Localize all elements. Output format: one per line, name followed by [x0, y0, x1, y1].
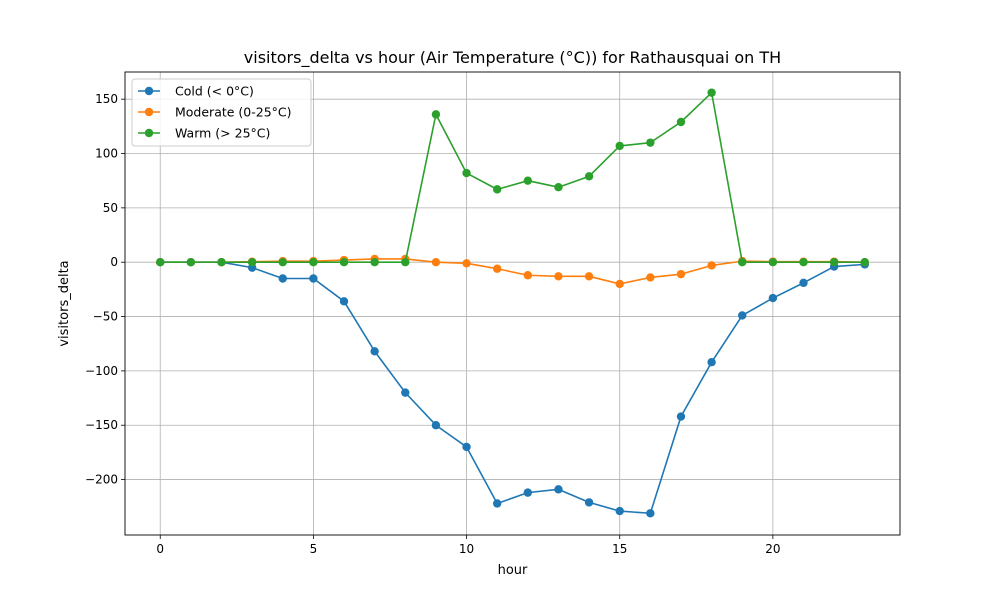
y-tick-label: −50: [93, 310, 118, 324]
data-point: [615, 141, 624, 151]
chart-title: visitors_delta vs hour (Air Temperature …: [244, 48, 781, 68]
data-point: [676, 269, 686, 279]
legend-label: Warm (> 25°C): [175, 126, 270, 141]
x-axis-label: hour: [498, 563, 528, 578]
data-point: [431, 421, 441, 430]
legend-label: Moderate (0-25°C): [175, 105, 292, 120]
data-series: [156, 88, 869, 518]
data-point: [431, 257, 441, 267]
series-line: [160, 91, 865, 263]
data-point: [799, 257, 808, 267]
data-point: [339, 257, 349, 267]
data-point: [554, 272, 563, 281]
series-2: [156, 88, 869, 267]
x-tick-label: 20: [765, 542, 780, 556]
data-point: [339, 297, 349, 306]
data-point: [247, 257, 257, 267]
data-point: [278, 274, 287, 283]
data-point: [829, 257, 839, 267]
y-tick-label: 0: [110, 255, 118, 269]
data-point: [554, 485, 563, 494]
legend-marker: [144, 107, 154, 117]
plot-area-frame: [124, 71, 901, 536]
data-point: [768, 257, 778, 267]
data-point: [615, 506, 624, 516]
x-tick-label: 15: [612, 542, 627, 556]
data-point: [217, 257, 226, 267]
legend-marker: [144, 86, 154, 96]
data-point: [676, 412, 686, 421]
data-point: [278, 257, 287, 267]
x-tick-label: 5: [310, 542, 318, 556]
y-tick-label: −200: [85, 473, 118, 487]
data-point: [309, 274, 318, 283]
legend: Cold (< 0°C) Moderate (0-25°C) Warm (> 25°…: [131, 78, 312, 147]
data-point: [462, 168, 471, 178]
data-point: [799, 278, 808, 288]
data-point: [584, 172, 594, 181]
data-point: [523, 271, 533, 280]
data-point: [492, 185, 502, 194]
x-tick-label: 10: [459, 542, 474, 556]
data-point: [401, 388, 410, 397]
data-point: [462, 442, 471, 452]
data-point: [186, 257, 196, 267]
y-tick-label: 100: [95, 147, 118, 161]
data-point: [646, 509, 655, 518]
y-tick-label: 150: [95, 92, 118, 106]
data-point: [401, 257, 410, 267]
data-point: [584, 272, 594, 281]
data-point: [707, 357, 716, 367]
data-point: [523, 488, 533, 497]
legend-box: [131, 78, 312, 147]
y-tick-label: 50: [103, 201, 118, 215]
data-point: [646, 273, 655, 282]
data-point: [738, 257, 747, 267]
data-point: [646, 138, 655, 147]
y-tick-label: −150: [85, 418, 118, 432]
data-point: [370, 257, 379, 267]
data-point: [615, 279, 624, 289]
data-point: [768, 293, 778, 303]
data-point: [738, 311, 747, 320]
data-point: [309, 257, 318, 267]
data-point: [707, 88, 716, 97]
legend-label: Cold (< 0°C): [175, 84, 254, 99]
data-point: [156, 257, 165, 267]
legend-marker: [144, 128, 154, 138]
data-point: [462, 259, 471, 268]
data-point: [492, 499, 502, 508]
y-axis-label: visitors_delta: [57, 260, 72, 346]
series-line: [160, 261, 865, 515]
series-line: [160, 258, 865, 285]
data-point: [676, 117, 686, 127]
data-point: [554, 183, 563, 192]
data-point: [523, 176, 533, 185]
data-point: [370, 347, 379, 356]
y-tick-label: −100: [85, 364, 118, 378]
axis-ticks: 0 5 10 15 20 −200 −150 −100 −50 0 50 100 150: [85, 92, 780, 556]
data-point: [492, 264, 502, 273]
data-point: [431, 110, 441, 119]
data-point: [707, 261, 716, 270]
data-point: [584, 498, 594, 507]
x-tick-label: 0: [156, 542, 164, 556]
data-point: [860, 257, 869, 267]
